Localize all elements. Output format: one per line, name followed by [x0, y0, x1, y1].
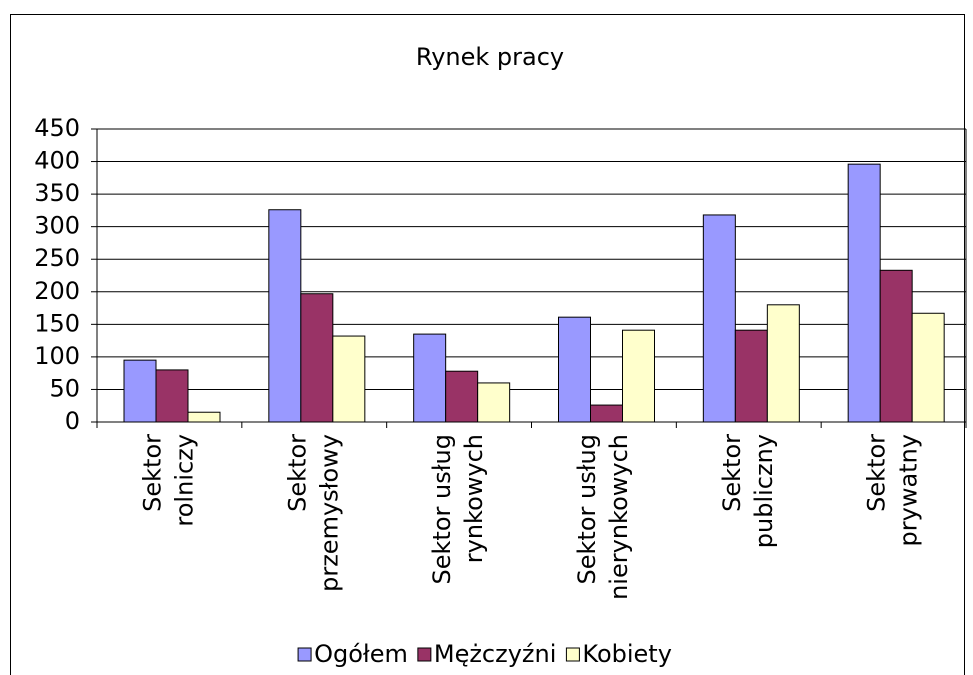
bar	[187, 411, 221, 423]
bar	[766, 304, 800, 423]
bar	[413, 333, 447, 423]
x-tick-label: Sektor usług	[573, 434, 601, 584]
y-tick-label: 250	[34, 244, 80, 272]
bar	[702, 214, 736, 423]
y-tick-label: 450	[34, 114, 80, 142]
bar	[911, 312, 945, 423]
y-tick-label: 100	[34, 342, 80, 370]
bar	[332, 335, 366, 423]
legend-label: Kobiety	[582, 640, 672, 668]
x-tick-label: prywatny	[895, 434, 923, 546]
bar	[734, 329, 768, 423]
chart-title: Rynek pracy	[416, 43, 564, 71]
y-tick-label: 350	[34, 179, 80, 207]
bar	[847, 163, 881, 423]
y-tick-label: 150	[34, 309, 80, 337]
x-tick-label: Sektor usług	[428, 434, 456, 584]
x-tick-label: Sektor	[138, 434, 166, 512]
y-tick-label: 400	[34, 147, 80, 175]
bar	[558, 316, 591, 423]
bar	[445, 370, 479, 423]
x-tick-label: Sektor	[283, 434, 311, 512]
x-tick-label: rolniczy	[170, 434, 198, 527]
x-tick-label: Sektor	[718, 434, 746, 512]
legend-label: Mężczyźni	[434, 640, 557, 668]
x-tick-label: nierynkowych	[605, 434, 633, 600]
chart-frame	[10, 14, 965, 675]
legend-label: Ogółem	[314, 640, 408, 668]
bar	[123, 359, 157, 423]
legend-swatch	[297, 647, 312, 662]
x-tick-label: przemysłowy	[315, 434, 343, 592]
y-tick-label: 300	[34, 212, 80, 240]
y-tick-label: 200	[34, 277, 80, 305]
y-tick-label: 0	[65, 407, 80, 435]
bar	[622, 329, 655, 423]
legend-swatch	[417, 647, 432, 662]
bar	[590, 404, 623, 423]
bar	[155, 369, 189, 423]
x-tick-label: Sektor	[863, 434, 891, 512]
y-tick-label: 50	[49, 374, 80, 402]
bar	[300, 293, 334, 423]
x-tick-label: rynkowych	[460, 434, 488, 563]
legend-swatch	[565, 647, 580, 662]
bar	[268, 209, 302, 423]
x-tick-label: publiczny	[750, 434, 778, 548]
bar	[477, 382, 511, 423]
bar	[879, 269, 913, 423]
